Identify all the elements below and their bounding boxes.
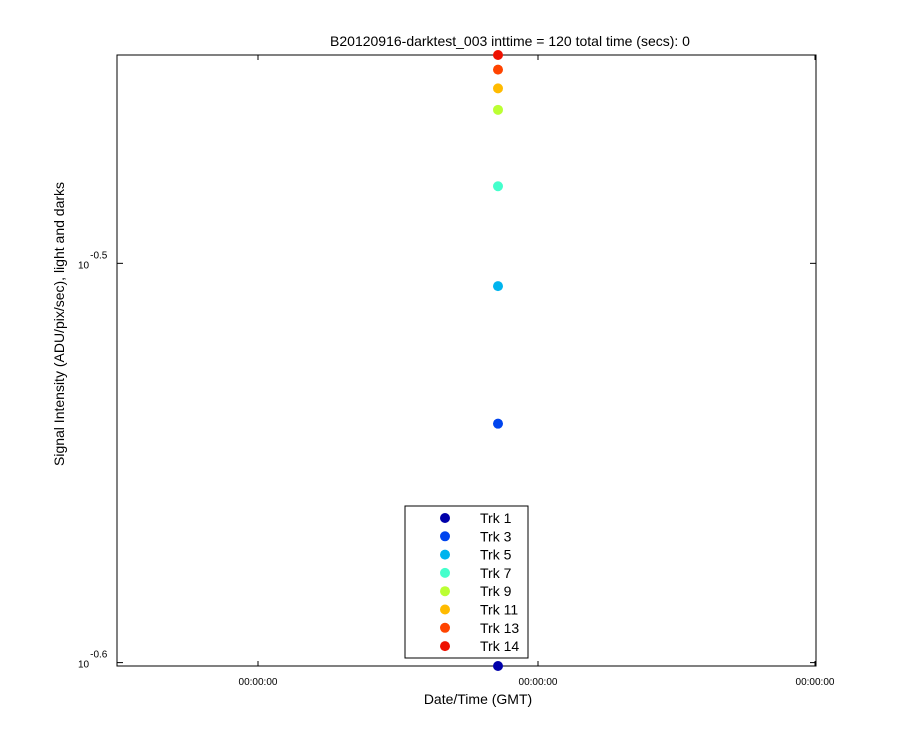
x-tick-label: 00:00:00 bbox=[796, 677, 835, 688]
legend-marker bbox=[440, 622, 450, 633]
data-point bbox=[493, 418, 503, 429]
data-point bbox=[493, 104, 503, 115]
legend-marker bbox=[440, 531, 450, 542]
data-point bbox=[493, 181, 503, 192]
legend-label: Trk 3 bbox=[480, 528, 512, 544]
legend-marker bbox=[440, 513, 450, 523]
legend-label: Trk 13 bbox=[480, 620, 519, 636]
x-tick-label: 00:00:00 bbox=[239, 677, 278, 688]
legend-marker bbox=[440, 567, 450, 578]
legend: Trk 1 Trk 3 Trk 5 Trk 7 Trk 9 Trk 11 Trk 13 Trk… bbox=[404, 505, 529, 659]
y-tick-label: 10-0.5 bbox=[78, 250, 108, 271]
y-tick-label: 10-0.6 bbox=[78, 650, 108, 671]
legend-label: Trk 7 bbox=[480, 565, 512, 581]
legend-label: Trk 5 bbox=[480, 547, 512, 563]
legend-label: Trk 11 bbox=[480, 602, 518, 618]
chart-title: B20120916-darktest_003 inttime = 120 tot… bbox=[330, 33, 690, 49]
legend-label: Trk 14 bbox=[480, 638, 519, 654]
data-point bbox=[493, 50, 503, 60]
data-point bbox=[493, 83, 503, 94]
y-ticks: 10-0.5 10-0.6 bbox=[78, 250, 816, 671]
legend-marker bbox=[440, 641, 450, 652]
data-point bbox=[493, 64, 503, 75]
legend-label: Trk 9 bbox=[480, 583, 512, 599]
x-ticks: 00:00:00 00:00:00 00:00:00 bbox=[239, 55, 835, 688]
data-point bbox=[493, 661, 503, 671]
x-axis-label: Date/Time (GMT) bbox=[424, 691, 532, 707]
legend-marker bbox=[440, 604, 450, 615]
legend-box bbox=[404, 505, 529, 659]
data-point bbox=[493, 281, 503, 292]
x-tick-label: 00:00:00 bbox=[519, 677, 558, 688]
y-axis-label: Signal Intensity (ADU/pix/sec), light an… bbox=[51, 182, 67, 466]
legend-marker bbox=[440, 549, 450, 560]
legend-marker bbox=[440, 586, 450, 597]
legend-label: Trk 1 bbox=[480, 510, 512, 526]
data-points bbox=[493, 50, 503, 671]
